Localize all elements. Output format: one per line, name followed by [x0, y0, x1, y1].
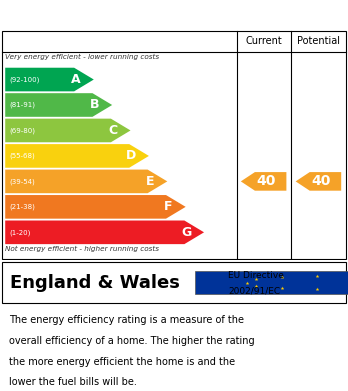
Text: (21-38): (21-38): [9, 204, 35, 210]
Text: The energy efficiency rating is a measure of the: The energy efficiency rating is a measur…: [9, 315, 244, 325]
Text: 40: 40: [311, 174, 331, 188]
Polygon shape: [5, 118, 130, 142]
Text: Not energy efficient - higher running costs: Not energy efficient - higher running co…: [5, 246, 159, 252]
Text: D: D: [126, 149, 136, 162]
Polygon shape: [5, 221, 204, 244]
Text: F: F: [164, 200, 172, 213]
Polygon shape: [296, 172, 341, 191]
Text: (55-68): (55-68): [9, 152, 35, 159]
Polygon shape: [5, 68, 94, 91]
Text: overall efficiency of a home. The higher the rating: overall efficiency of a home. The higher…: [9, 336, 254, 346]
Text: (1-20): (1-20): [9, 229, 31, 235]
Text: (92-100): (92-100): [9, 76, 40, 83]
Text: England & Wales: England & Wales: [10, 273, 180, 292]
Text: A: A: [71, 73, 81, 86]
Text: the more energy efficient the home is and the: the more energy efficient the home is an…: [9, 357, 235, 367]
Text: lower the fuel bills will be.: lower the fuel bills will be.: [9, 377, 136, 387]
Text: 40: 40: [257, 174, 276, 188]
Polygon shape: [241, 172, 286, 191]
Text: G: G: [181, 226, 192, 239]
Polygon shape: [5, 170, 167, 193]
Text: B: B: [90, 99, 99, 111]
Text: EU Directive: EU Directive: [228, 271, 284, 280]
Text: Potential: Potential: [297, 36, 340, 47]
Text: (69-80): (69-80): [9, 127, 35, 134]
FancyBboxPatch shape: [195, 271, 348, 294]
Text: (39-54): (39-54): [9, 178, 35, 185]
Polygon shape: [5, 144, 149, 168]
Text: Very energy efficient - lower running costs: Very energy efficient - lower running co…: [5, 54, 159, 60]
Text: Current: Current: [245, 36, 282, 47]
Text: Energy Efficiency Rating: Energy Efficiency Rating: [9, 7, 219, 23]
Polygon shape: [5, 195, 185, 219]
Text: C: C: [108, 124, 118, 137]
Text: E: E: [145, 175, 154, 188]
Text: 2002/91/EC: 2002/91/EC: [228, 287, 280, 296]
Text: (81-91): (81-91): [9, 102, 35, 108]
Polygon shape: [5, 93, 112, 117]
